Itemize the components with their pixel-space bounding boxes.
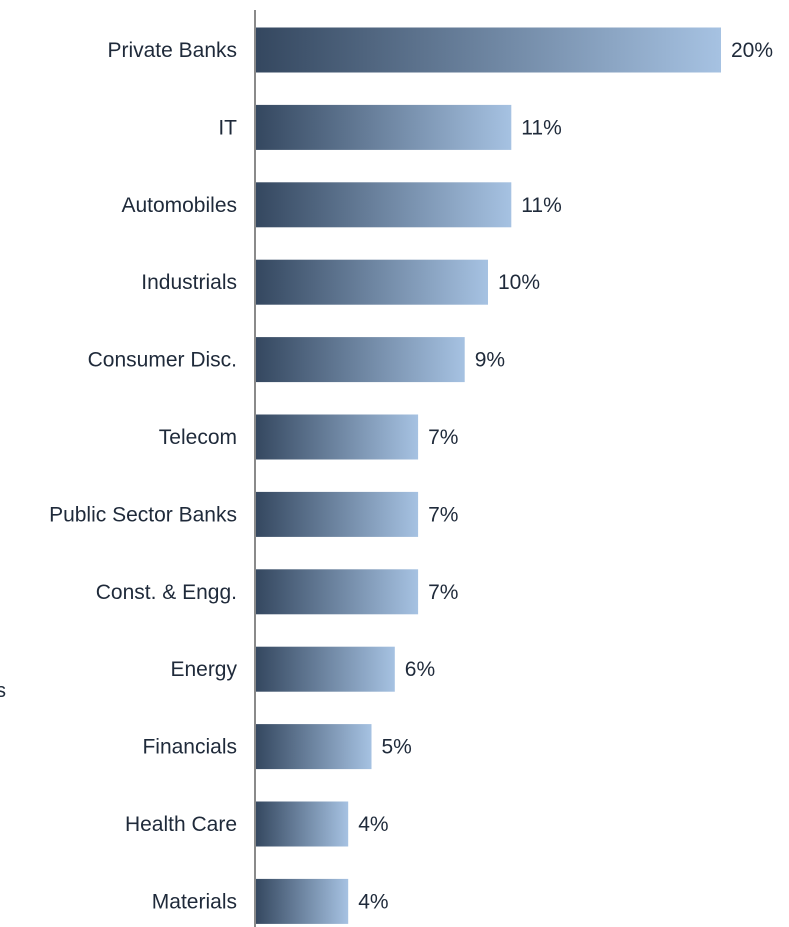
category-label: IT — [218, 116, 237, 139]
value-label: 5% — [382, 736, 412, 759]
category-label: Const. & Engg. — [96, 581, 237, 604]
value-label: 7% — [428, 503, 458, 526]
category-label: Public Sector Banks — [49, 503, 237, 526]
bar-10 — [255, 801, 349, 847]
bar-7 — [255, 569, 419, 615]
bar-6 — [255, 491, 419, 537]
value-label: 11% — [521, 194, 561, 217]
value-label: 11% — [521, 116, 561, 139]
value-label: 10% — [498, 271, 540, 294]
value-label: 4% — [358, 813, 388, 836]
value-label: 7% — [428, 581, 458, 604]
bar-2 — [255, 182, 512, 228]
stray-text-fragment: s — [0, 680, 6, 702]
category-label: Health Care — [125, 813, 237, 836]
category-label: Consumer Disc. — [88, 349, 237, 372]
value-label: 9% — [475, 349, 505, 372]
bar-0 — [255, 27, 721, 73]
value-labels: 20% 11% 11% 10% 9% 7% 7% 7% 6% 5% 4% 4% — [358, 39, 773, 913]
category-label: Materials — [152, 890, 237, 913]
bar-8 — [255, 646, 395, 692]
value-label: 6% — [405, 658, 435, 681]
bar-1 — [255, 104, 512, 150]
bar-9 — [255, 724, 372, 770]
category-label: Industrials — [141, 271, 237, 294]
category-label: Telecom — [159, 426, 237, 449]
bar-11 — [255, 878, 349, 924]
category-label: Energy — [170, 658, 237, 681]
bar-3 — [255, 259, 488, 305]
value-label: 20% — [731, 39, 773, 62]
bar-5 — [255, 414, 419, 460]
value-label: 4% — [358, 890, 388, 913]
value-label: 7% — [428, 426, 458, 449]
category-label: Automobiles — [121, 194, 237, 217]
category-labels: Private Banks IT Automobiles Industrials Con… — [49, 39, 237, 913]
bar-4 — [255, 337, 465, 383]
category-label: Private Banks — [107, 39, 237, 62]
category-label: Financials — [142, 736, 237, 759]
bars-group — [255, 27, 721, 924]
